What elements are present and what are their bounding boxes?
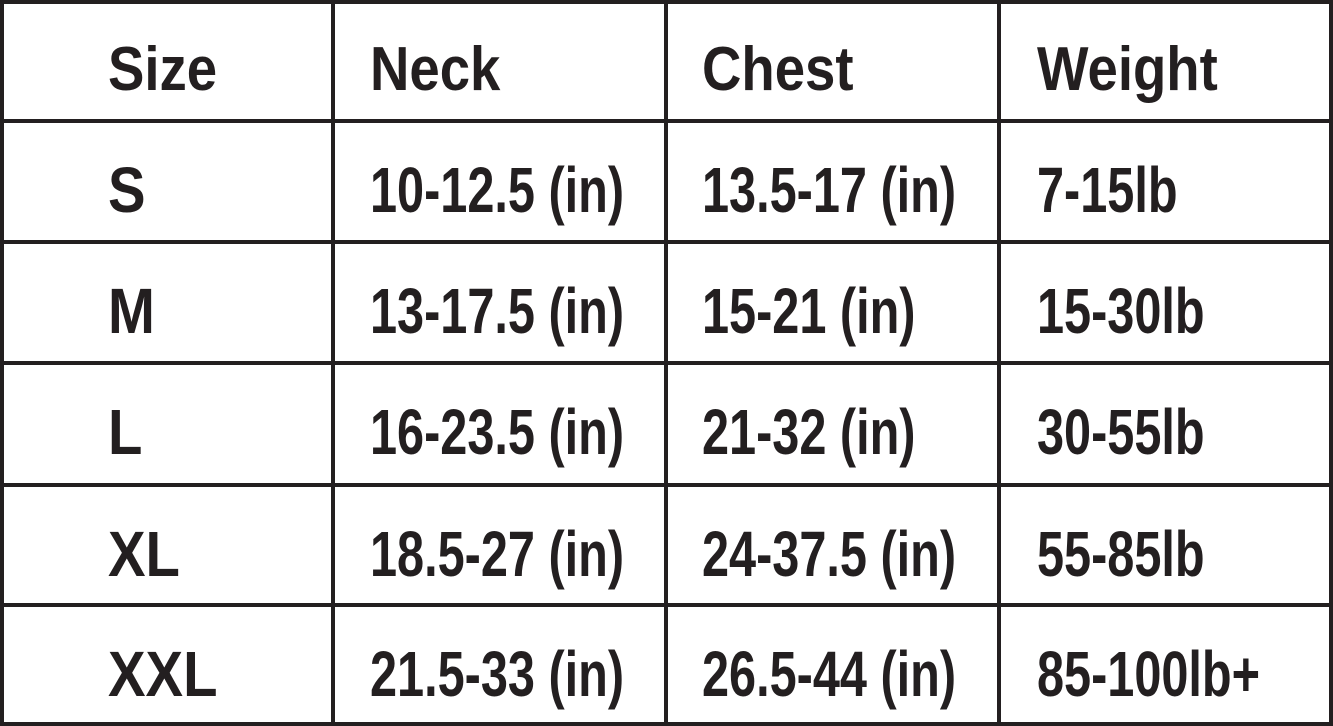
table-cell: 24-37.5 (in) [702, 520, 956, 591]
table-cell: L [108, 396, 142, 468]
header-cell: Weight [1037, 35, 1218, 104]
table-cell: 13.5-17 (in) [702, 156, 956, 227]
table-cell: 30-55lb [1037, 398, 1205, 469]
table-cell: 13-17.5 (in) [370, 277, 624, 348]
table-cell: 21-32 (in) [702, 398, 915, 469]
header-cell: Chest [702, 35, 854, 104]
table-cell: 10-12.5 (in) [370, 156, 624, 227]
header-cell: Neck [370, 35, 501, 104]
table-cell: M [108, 275, 155, 347]
table-cell: 15-21 (in) [702, 277, 915, 348]
table-cell: 26.5-44 (in) [702, 640, 956, 711]
table-cell: S [108, 154, 146, 226]
table-cell: XXL [108, 638, 218, 710]
table-cell: 21.5-33 (in) [370, 640, 624, 711]
table-cell: 55-85lb [1037, 520, 1205, 591]
header-cell: Size [108, 35, 217, 104]
table-cell: 15-30lb [1037, 277, 1205, 348]
table-cell: XL [108, 518, 180, 590]
table-cell: 18.5-27 (in) [370, 520, 624, 591]
table-cell: 7-15lb [1037, 156, 1178, 227]
table-cell: 85-100lb+ [1037, 640, 1260, 711]
table-cell: 16-23.5 (in) [370, 398, 624, 469]
